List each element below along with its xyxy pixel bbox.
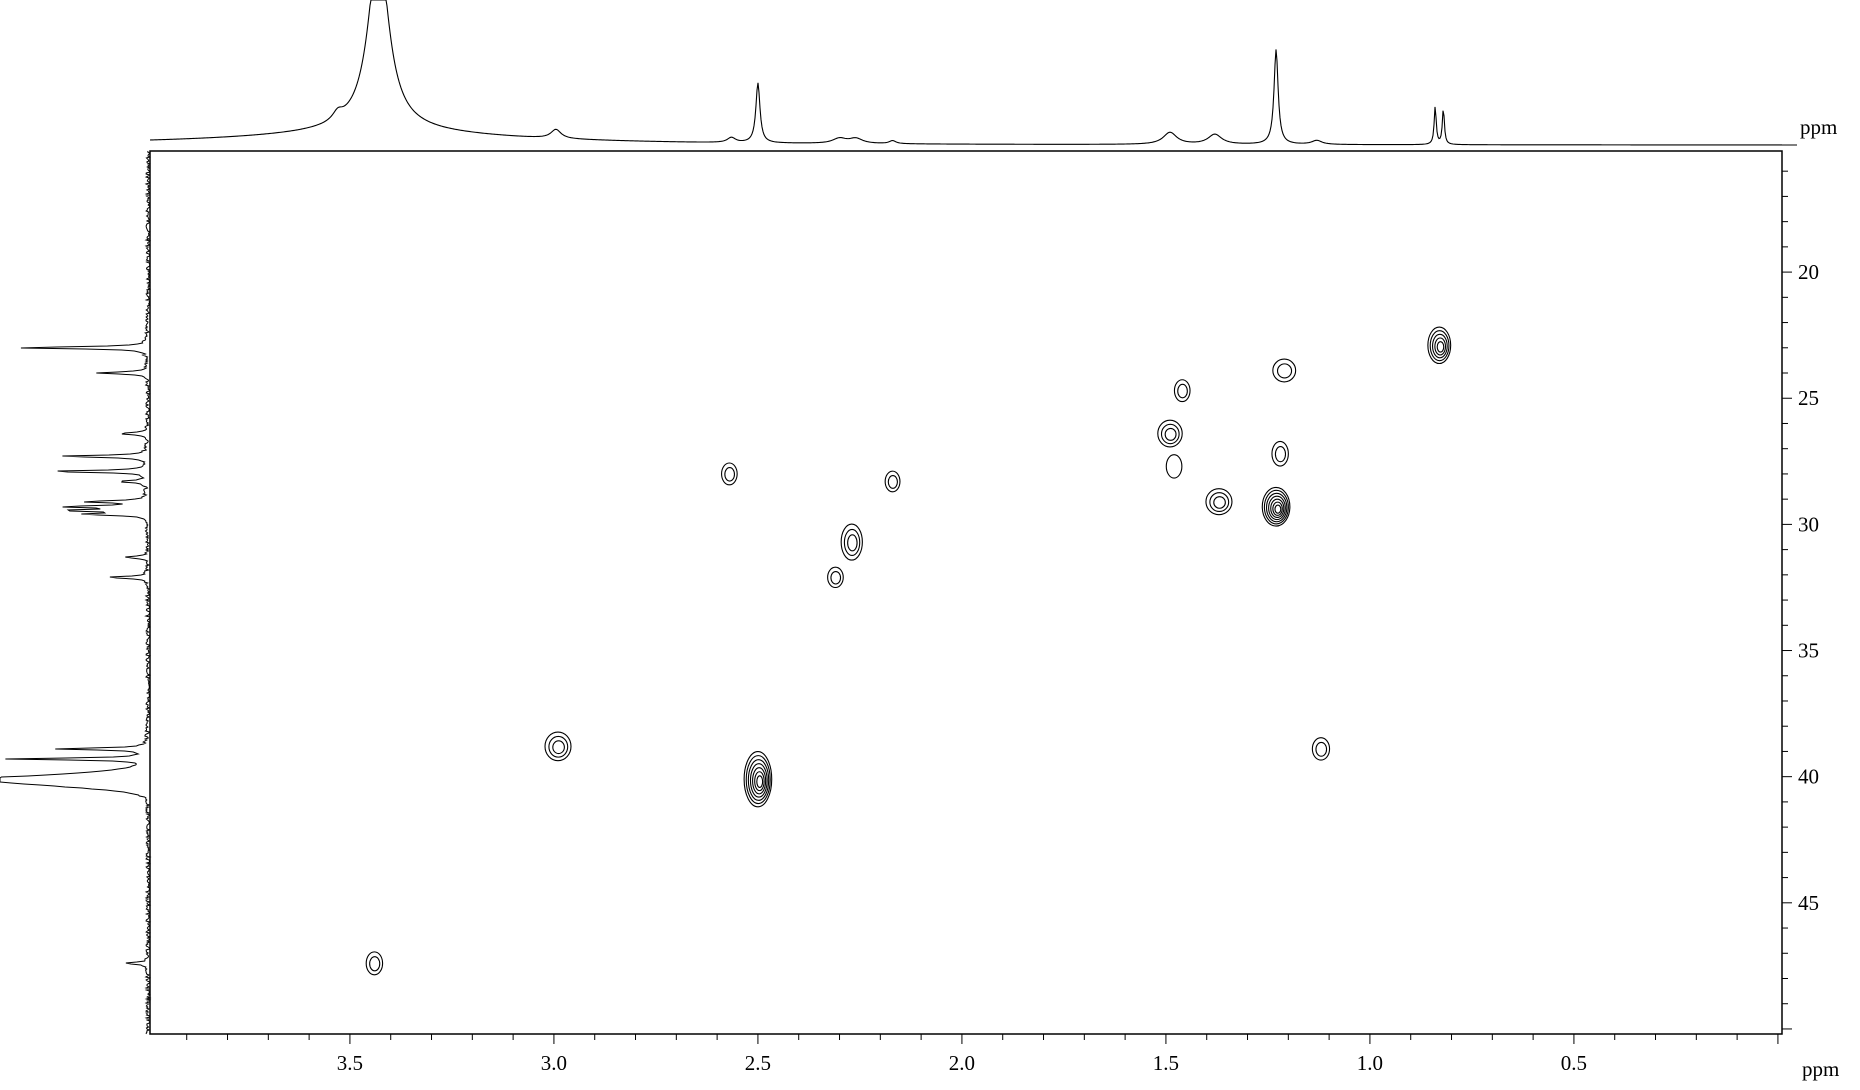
contour-level — [884, 470, 901, 493]
contour-level — [1261, 486, 1291, 527]
x-tick-label: 2.5 — [745, 1051, 771, 1075]
contour-level — [827, 566, 844, 589]
cross-peak — [1157, 419, 1183, 448]
contour-level — [1436, 341, 1445, 353]
contour-level — [1205, 488, 1233, 516]
contour-level — [745, 755, 771, 805]
cross-peak — [884, 470, 901, 493]
y-tick-label: 25 — [1798, 386, 1819, 410]
y-tick-label: 40 — [1798, 765, 1819, 789]
contour-level — [1157, 419, 1183, 448]
contour-level — [1173, 379, 1191, 403]
contour-level — [754, 771, 765, 792]
cross-peak — [827, 566, 844, 589]
cross-peak — [1261, 486, 1291, 527]
cross-peak — [743, 751, 773, 808]
left-projection-trace — [0, 150, 152, 1035]
contour-level — [887, 474, 898, 489]
contour-level — [1160, 423, 1180, 445]
contour-level — [552, 740, 565, 755]
contour-level — [1268, 495, 1286, 521]
contour-level — [721, 462, 738, 486]
contour-level — [743, 751, 773, 808]
cross-peak — [544, 731, 572, 762]
cross-peak — [1272, 358, 1297, 383]
top-projection-trace — [149, 0, 1782, 146]
contour-level — [847, 534, 858, 552]
contour-level — [1164, 427, 1177, 441]
contour-level — [1209, 492, 1230, 513]
plot-frame — [149, 150, 1783, 1035]
top-1h-projection — [149, 0, 1782, 146]
contour-level — [1265, 492, 1288, 523]
x-tick-label: 0.5 — [1561, 1051, 1587, 1075]
contour-level — [544, 731, 572, 762]
contour-level — [840, 523, 863, 561]
cross-peak — [721, 462, 738, 486]
x-tick-label: 2.0 — [949, 1051, 975, 1075]
contour-level — [1165, 454, 1183, 479]
contour-level — [756, 775, 764, 788]
y-axis: 20 25 30 35 40 45 — [1782, 170, 1819, 1030]
contour-level — [365, 951, 384, 976]
contour-level — [724, 467, 736, 482]
contour-level — [1177, 383, 1188, 399]
contour-level — [1263, 489, 1289, 525]
x-tick-label: 1.5 — [1153, 1051, 1179, 1075]
x-tick-label: 1.0 — [1357, 1051, 1383, 1075]
contour-level — [752, 767, 767, 795]
contour-level — [749, 763, 768, 798]
contour-level — [1272, 358, 1297, 383]
contour-level — [548, 735, 569, 758]
y-tick-label: 35 — [1798, 639, 1819, 663]
contour-level — [1274, 504, 1282, 514]
y-axis-label: ppm — [1800, 115, 1837, 139]
cross-peak — [1311, 737, 1331, 761]
x-axis-label: ppm — [1802, 1057, 1839, 1081]
cross-peak — [1165, 454, 1183, 479]
contour-level — [747, 759, 770, 801]
contour-level — [1311, 737, 1331, 761]
contour-level — [1271, 440, 1289, 467]
contour-level — [1434, 337, 1447, 356]
contour-level — [1270, 498, 1285, 519]
cross-peak — [840, 523, 863, 561]
cross-peak — [1205, 488, 1233, 516]
contour-level — [1432, 333, 1448, 359]
cross-peak — [1271, 440, 1289, 467]
x-axis: 3.5 3.0 2.5 2.0 1.5 1.0 0.5 — [186, 1034, 1779, 1075]
contour-level — [1315, 741, 1328, 757]
contour-level — [1276, 363, 1293, 379]
contour-level — [1272, 501, 1283, 516]
x-tick-label: 3.0 — [541, 1051, 567, 1075]
y-tick-label: 20 — [1798, 260, 1819, 284]
contour-level — [1427, 326, 1452, 365]
y-tick-label: 30 — [1798, 512, 1819, 536]
contour-level — [1429, 330, 1450, 362]
contour-level — [830, 570, 842, 585]
cross-peak — [1173, 379, 1191, 403]
y-tick-label: 45 — [1798, 891, 1819, 915]
cross-peak — [365, 951, 384, 976]
x-tick-label: 3.5 — [337, 1051, 363, 1075]
cross-peak — [1427, 326, 1452, 365]
left-13c-projection — [0, 150, 152, 1035]
cross-peaks — [365, 326, 1452, 976]
contour-level — [369, 956, 381, 972]
contour-level — [1213, 496, 1226, 509]
contour-level — [1274, 446, 1287, 463]
contour-level — [843, 528, 861, 557]
